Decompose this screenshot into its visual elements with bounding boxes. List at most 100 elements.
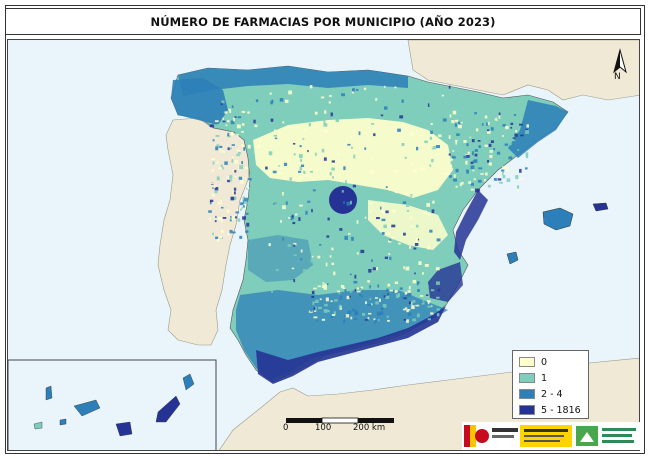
municipality-cell <box>379 298 381 302</box>
municipality-cell <box>490 140 494 143</box>
municipality-cell <box>448 135 451 139</box>
municipality-cell <box>314 286 317 289</box>
municipality-cell <box>366 283 369 286</box>
municipality-cell <box>470 188 475 191</box>
municipality-cell <box>341 190 344 193</box>
municipality-cell <box>398 283 403 288</box>
municipality-cell <box>478 167 483 170</box>
municipality-cell <box>224 161 228 165</box>
municipality-cell <box>324 283 327 288</box>
municipality-cell <box>436 313 440 317</box>
municipality-cell <box>519 178 524 180</box>
municipality-cell <box>464 168 467 170</box>
municipality-cell <box>350 316 353 320</box>
municipality-cell <box>241 144 244 148</box>
municipality-cell <box>212 187 214 189</box>
municipality-cell <box>416 224 419 228</box>
municipality-cell <box>209 201 212 205</box>
municipality-cell <box>415 304 420 307</box>
municipality-cell <box>470 165 475 170</box>
municipality-cell <box>381 218 386 222</box>
municipality-cell <box>397 293 400 297</box>
legend-swatch <box>519 405 535 415</box>
municipality-cell <box>364 319 369 321</box>
municipality-cell <box>293 279 296 283</box>
municipality-cell <box>480 125 483 127</box>
legend-label: 1 <box>541 372 548 384</box>
municipality-cell <box>311 290 315 295</box>
municipality-cell <box>496 153 500 157</box>
municipality-cell <box>315 152 317 156</box>
municipality-cell <box>356 220 359 224</box>
municipality-cell <box>285 85 289 87</box>
municipality-cell <box>329 172 332 176</box>
municipality-cell <box>312 302 315 306</box>
municipality-cell <box>246 222 250 227</box>
municipality-cell <box>324 129 328 134</box>
municipality-cell <box>369 244 372 248</box>
municipality-cell <box>247 178 252 181</box>
municipality-cell <box>404 307 408 310</box>
municipality-cell <box>372 267 376 271</box>
municipality-cell <box>282 121 285 124</box>
municipality-cell <box>234 159 239 164</box>
municipality-cell <box>480 173 484 175</box>
municipality-cell <box>312 189 316 192</box>
municipality-cell <box>290 216 294 221</box>
municipality-cell <box>407 290 411 293</box>
municipality-cell <box>503 166 508 169</box>
municipality-cell <box>295 213 298 216</box>
municipality-cell <box>412 280 417 284</box>
municipality-cell <box>384 106 388 110</box>
municipality-cell <box>408 309 411 311</box>
municipality-cell <box>289 177 292 181</box>
municipality-cell <box>237 116 242 119</box>
municipality-cell <box>474 112 477 115</box>
municipality-cell <box>415 238 418 241</box>
municipality-cell <box>253 119 256 124</box>
municipality-cell <box>340 284 345 288</box>
municipality-cell <box>417 289 420 292</box>
municipality-cell <box>214 187 219 191</box>
municipality-cell <box>387 293 389 296</box>
legend-swatch <box>519 373 535 383</box>
municipality-cell <box>214 120 219 123</box>
municipality-cell <box>243 147 246 151</box>
municipality-cell <box>371 283 374 287</box>
municipality-cell <box>234 116 237 118</box>
municipality-cell <box>424 264 429 267</box>
municipality-cell <box>389 256 392 261</box>
municipality-cell <box>430 130 433 134</box>
municipality-cell <box>501 161 504 164</box>
municipality-cell <box>369 298 372 301</box>
municipality-cell <box>241 206 244 209</box>
municipality-cell <box>417 313 420 318</box>
municipality-cell <box>322 285 325 288</box>
municipality-cell <box>453 156 456 159</box>
municipality-cell <box>236 209 238 211</box>
municipality-cell <box>510 122 514 125</box>
municipality-cell <box>220 199 223 204</box>
municipality-cell <box>323 204 326 208</box>
municipality-cell <box>315 299 319 303</box>
municipality-cell <box>313 316 318 319</box>
municipality-cell <box>510 126 513 129</box>
municipality-cell <box>389 239 392 241</box>
municipality-cell <box>470 118 475 122</box>
municipality-cell <box>292 221 296 225</box>
municipality-cell <box>368 312 372 315</box>
municipality-cell <box>458 124 462 129</box>
municipality-cell <box>333 311 336 315</box>
municipality-cell <box>468 181 472 184</box>
municipality-cell <box>410 301 413 305</box>
municipality-cell <box>241 131 244 133</box>
municipality-cell <box>314 240 318 243</box>
municipality-cell <box>247 111 250 114</box>
municipality-cell <box>208 210 212 213</box>
municipality-cell <box>323 309 328 313</box>
municipality-cell <box>317 306 322 310</box>
municipality-cell <box>231 110 234 113</box>
municipality-cell <box>442 118 447 122</box>
municipality-cell <box>517 185 520 189</box>
municipality-cell <box>211 169 214 172</box>
